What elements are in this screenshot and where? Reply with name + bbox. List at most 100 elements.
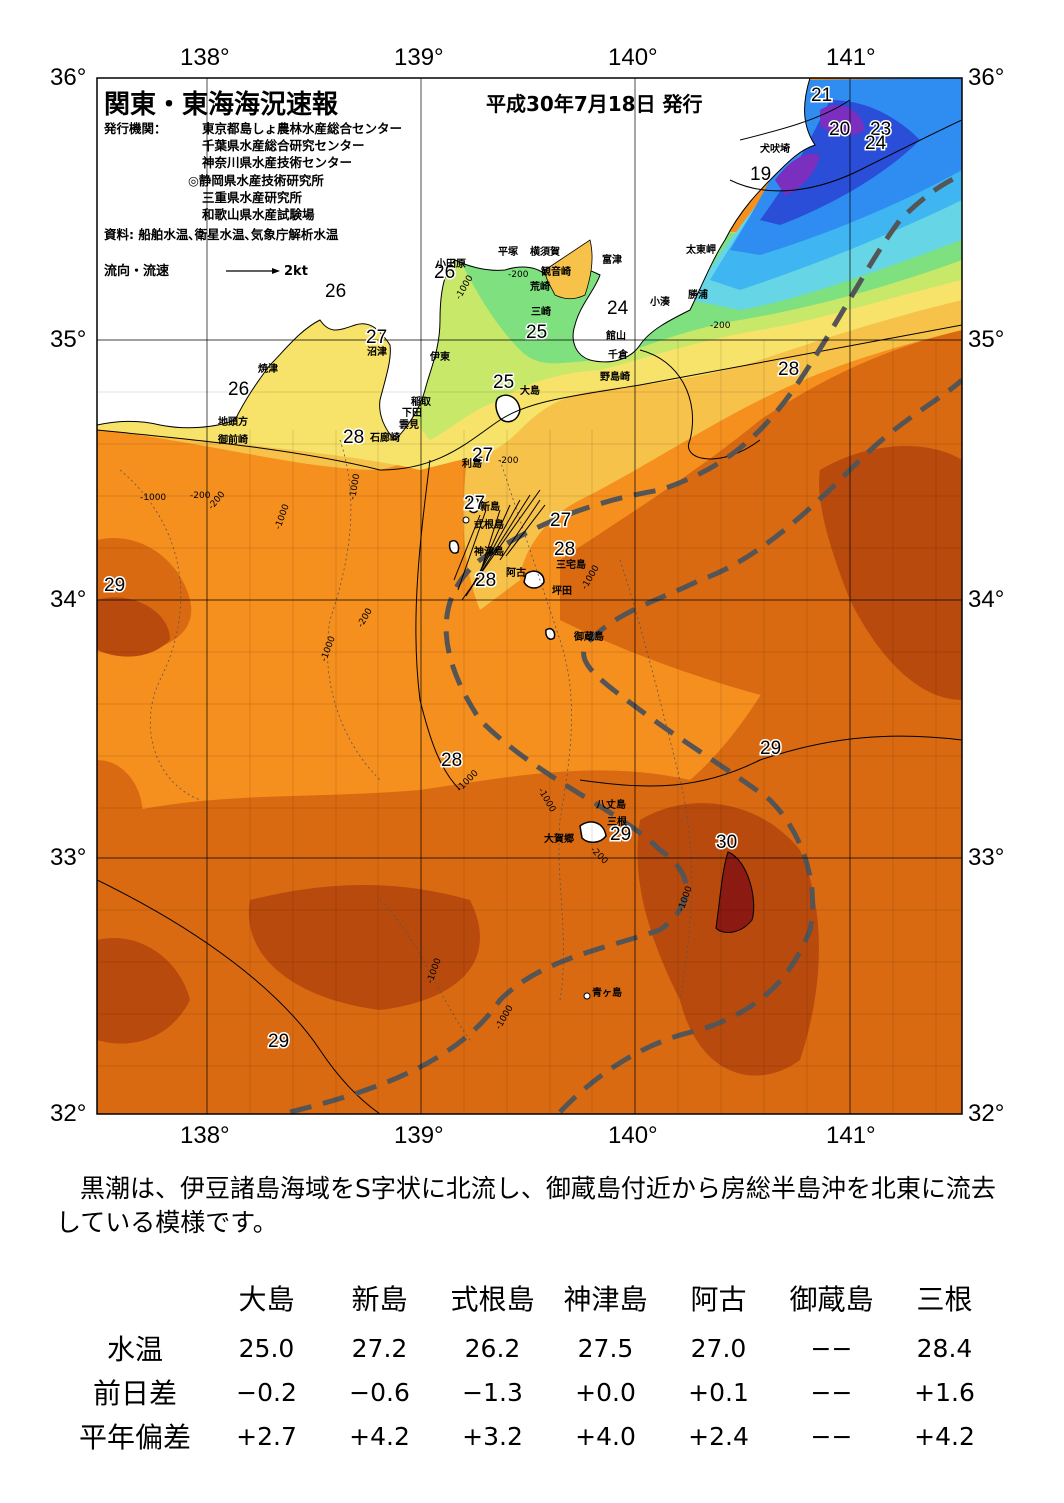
agency-item: 千葉県水産総合研究センター [202,138,365,153]
summary-text: 黒潮は、伊豆諸島海域をS字状に北流し、御蔵島付近から房総半島沖を北東に流去してい… [56,1172,1016,1240]
contour-label: 26 [434,262,455,283]
contour-label: 29 [610,824,631,845]
agency-item: ◎静岡県水産技術研究所 [188,173,324,188]
contour-label: 19 [750,164,771,185]
table-cell: 26.2 [464,1333,521,1363]
data-sources: 資料: 船舶水温､衛星水温､気象庁解析水温 [104,227,339,242]
table-cell: +4.0 [575,1421,636,1451]
column-header: 御蔵島 [789,1283,874,1316]
current-legend-label: 流向・流速 [104,264,170,279]
table-cell: +3.2 [462,1421,523,1451]
land-kanto [97,78,816,441]
place-label: 三根 [607,815,627,828]
place-label: 大賀郷 [544,832,574,845]
island-toshima [476,456,484,464]
map-border [96,77,963,1115]
place-label: 神津島 [474,545,504,558]
lat-label-34-right: 34° [968,586,1005,613]
column-header: 大島 [238,1283,295,1316]
place-label: 観音崎 [541,265,571,278]
contour-label: 20 [829,119,850,140]
table-cell: +4.2 [914,1421,975,1451]
current-scale-label: 2kt [284,264,308,279]
contour-label: 27 [464,493,485,514]
lon-label-138-bottom: 138° [180,1122,230,1149]
place-label: 大島 [520,384,540,397]
depth-label: -200 [508,270,529,280]
lat-label-34-left: 34° [50,586,87,613]
table-cell: +4.2 [349,1421,410,1451]
place-label: 富津 [602,253,622,266]
column-header: 新島 [351,1283,408,1316]
table-cell: −0.2 [236,1377,297,1407]
place-label: 石廊崎 [369,431,400,444]
table-cell: −− [810,1377,853,1407]
depth-label: -1000 [140,493,166,503]
island-aogashima [583,992,591,1000]
place-label: 千倉 [608,348,629,361]
island-miyakejima [523,570,545,589]
contour-label: 24 [607,298,629,319]
depth-label: -200 [498,456,519,466]
contour-label: 29 [104,575,125,596]
table-cell: +2.7 [236,1421,297,1451]
kuroshio-axis [289,172,962,1114]
place-label: 三崎 [531,305,551,318]
table-corner [60,1278,210,1326]
contour-label: 28 [475,570,496,591]
contour-label: 24 [865,133,887,154]
column-header: 神津島 [563,1283,648,1316]
place-label: 青ヶ島 [592,986,622,999]
agency-item: 神奈川県水産技術センター [202,155,353,170]
row-label: 平年偏差 [78,1421,191,1454]
place-label: 御蔵島 [573,630,604,643]
contour-label: 27 [366,327,387,348]
place-label: 下田 [402,407,422,419]
place-label: 太東岬 [685,243,716,256]
column-header: 式根島 [450,1283,535,1316]
island-mikurajima [545,627,556,640]
table-cell: 27.5 [577,1333,634,1363]
contour-label: 28 [554,539,575,560]
contour-label: 29 [268,1031,289,1052]
sst-region-29-5-a [248,885,480,1010]
issue-date: 平成30年7月18日 発行 [486,92,703,116]
place-label: 地頭方 [218,415,248,428]
table-cell: −0.6 [349,1377,410,1407]
sst-region-29-5-d [819,446,962,700]
sst-region-19b [820,105,865,136]
sst-region-29-5-b [97,597,170,657]
agencies-label: 発行機関： [104,121,167,136]
contour-label: 27 [550,510,571,531]
lat-label-36-left: 36° [50,64,87,91]
table-cell: 28.4 [916,1333,973,1363]
depth-label: -200 [190,491,211,501]
depth-label: -1000 [348,473,362,501]
lat-label-32-left: 32° [50,1100,87,1127]
summary-body: 黒潮は、伊豆諸島海域をS字状に北流し、御蔵島付近から房総半島沖を北東に流去してい… [56,1174,996,1237]
contour-label: 29 [760,738,781,759]
table-cell: +0.1 [688,1377,749,1407]
place-label: 御前崎 [217,433,248,446]
contour-label: 21 [811,85,832,106]
place-label-group: 犬吠埼 太東岬 勝浦 小湊 富津 館山 千倉 野島崎 三崎 観音崎 横須賀 荒崎… [217,142,790,999]
contour-label: 26 [325,281,346,302]
island-oshima [495,394,521,423]
island-shikinejima [462,516,470,524]
agency-item: 東京都島しょ農林水産総合センター [202,121,403,136]
sea-temperature-map: 21 20 23 24 19 26 26 27 24 25 25 26 28 2… [96,77,963,1115]
place-label: 勝浦 [688,288,708,301]
table-cell: −− [810,1421,853,1451]
place-label: 雲見 [399,419,419,431]
island-kozushima [448,540,460,554]
place-label: 坪田 [552,584,572,597]
table-cell: +2.4 [688,1421,749,1451]
sst-region-20 [760,100,920,225]
place-label: 横須賀 [530,245,560,258]
place-label: 館山 [605,329,626,342]
current-scale-arrowhead [272,268,280,274]
lon-label-141-bottom: 141° [826,1122,876,1149]
place-label: 小田原 [435,257,466,270]
place-label: 平塚 [498,245,518,258]
row-label: 水温 [106,1333,163,1366]
